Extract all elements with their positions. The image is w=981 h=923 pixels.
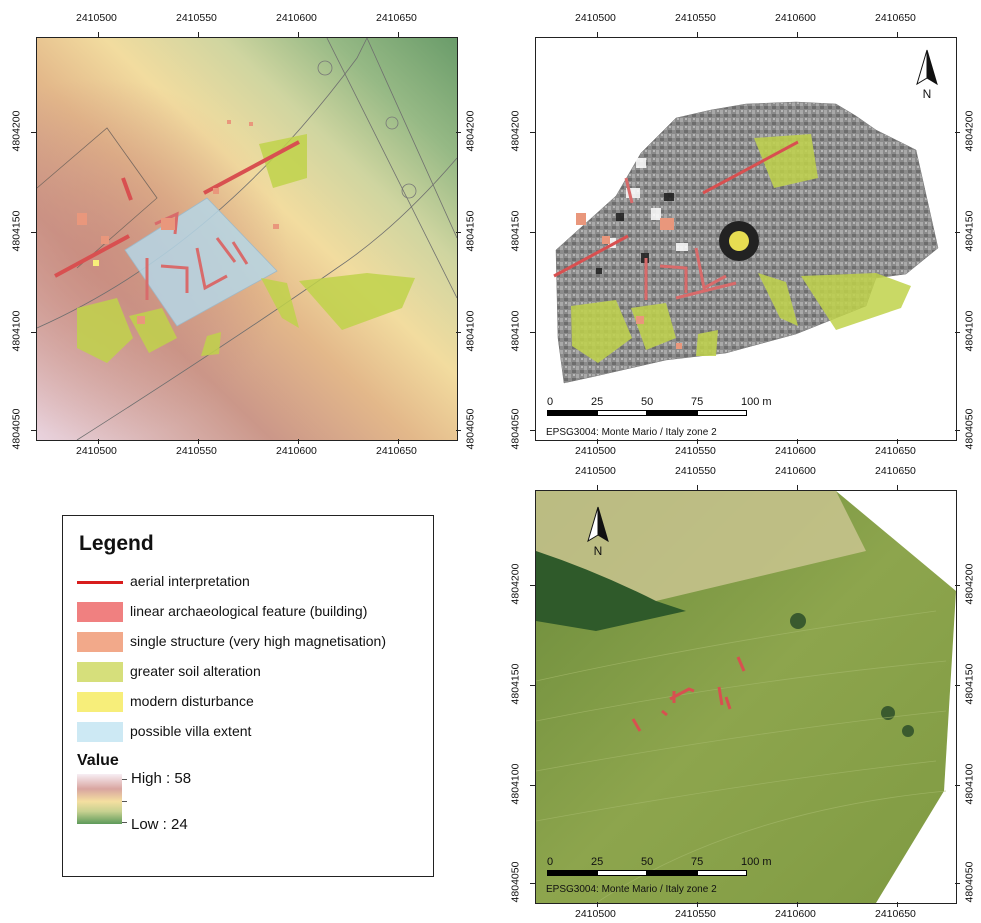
x-tick-label: 2410600 (775, 445, 816, 457)
scalebar-segment (597, 870, 647, 876)
value-title: Value (77, 752, 119, 770)
y-tick-label: 4804050 (509, 409, 521, 450)
legend-label: greater soil alteration (130, 663, 261, 679)
y-tick-label: 4804200 (464, 111, 476, 152)
legend-title: Legend (79, 532, 154, 556)
x-tick-label: 2410600 (775, 465, 816, 477)
y-tick-label: 4804050 (963, 862, 975, 903)
magnetometry-map-frame (535, 37, 957, 441)
ramp-low-label: Low : 24 (131, 816, 188, 833)
y-tick-label: 4804150 (464, 211, 476, 252)
legend-swatch (77, 722, 123, 742)
soil-alteration-area (696, 330, 718, 356)
legend-label: single structure (very high magnetisatio… (130, 633, 386, 649)
y-tick-label: 4804200 (509, 111, 521, 152)
x-tick-label: 2410500 (575, 908, 616, 920)
y-tick-label: 4804100 (963, 311, 975, 352)
x-tick-label: 2410550 (675, 12, 716, 24)
x-tick-label: 2410500 (575, 445, 616, 457)
x-tick-label: 2410650 (376, 445, 417, 457)
scalebar-label: 50 (641, 396, 653, 408)
scalebar-segment (547, 870, 597, 876)
x-tick-label: 2410550 (176, 445, 217, 457)
legend-label: linear archaeological feature (building) (130, 603, 367, 619)
elevation-color-ramp (77, 774, 122, 824)
legend-swatch (77, 632, 123, 652)
y-tick-label: 4804100 (509, 311, 521, 352)
x-tick-label: 2410500 (76, 12, 117, 24)
elevation-map-frame (36, 37, 458, 441)
scalebar-label: 0 (547, 856, 553, 868)
scalebar-label: 0 (547, 396, 553, 408)
x-tick-label: 2410500 (76, 445, 117, 457)
y-tick-label: 4804100 (10, 311, 22, 352)
legend-swatch (77, 662, 123, 682)
y-tick-label: 4804100 (963, 764, 975, 805)
scalebar-label: 50 (641, 856, 653, 868)
y-tick-label: 4804150 (963, 211, 975, 252)
y-tick-label: 4804200 (963, 111, 975, 152)
legend: Legend aerial interpretation linear archa… (62, 515, 434, 877)
legend-swatch (77, 602, 123, 622)
x-tick-label: 2410650 (376, 12, 417, 24)
crs-label-bottom: EPSG3004: Monte Mario / Italy zone 2 (546, 884, 717, 895)
scalebar-label: 75 (691, 396, 703, 408)
north-arrow-icon: N (912, 48, 942, 100)
y-tick-label: 4804050 (10, 409, 22, 450)
scalebar-segment (647, 410, 697, 416)
x-tick-label: 2410500 (575, 12, 616, 24)
x-tick-label: 2410550 (176, 12, 217, 24)
x-tick-label: 2410600 (775, 908, 816, 920)
magnetometry-map (536, 38, 956, 440)
y-tick-label: 4804150 (963, 664, 975, 705)
legend-swatch (77, 581, 123, 584)
scalebar-label: 100 m (741, 856, 772, 868)
legend-label: modern disturbance (130, 693, 254, 709)
legend-label: aerial interpretation (130, 573, 250, 589)
x-tick-label: 2410600 (775, 12, 816, 24)
x-tick-label: 2410500 (575, 465, 616, 477)
north-label: N (923, 87, 932, 100)
modern-disturbance (729, 231, 749, 251)
ramp-high-label: High : 58 (131, 770, 191, 787)
elevation-map (37, 38, 457, 440)
x-tick-label: 2410600 (276, 12, 317, 24)
x-tick-label: 2410650 (875, 908, 916, 920)
y-tick-label: 4804050 (509, 862, 521, 903)
y-tick-label: 4804150 (509, 664, 521, 705)
north-label: N (594, 544, 603, 557)
scalebar-label: 25 (591, 856, 603, 868)
crs-label-top: EPSG3004: Monte Mario / Italy zone 2 (546, 427, 717, 438)
scalebar-label: 100 m (741, 396, 772, 408)
x-tick-label: 2410650 (875, 12, 916, 24)
y-tick-label: 4804050 (963, 409, 975, 450)
y-tick-label: 4804150 (509, 211, 521, 252)
scalebar-segment (647, 870, 697, 876)
x-tick-label: 2410650 (875, 445, 916, 457)
x-tick-label: 2410550 (675, 465, 716, 477)
scalebar-label: 25 (591, 396, 603, 408)
scalebar-segment (547, 410, 597, 416)
y-tick-label: 4804200 (963, 564, 975, 605)
scalebar-segment (697, 870, 747, 876)
legend-label: possible villa extent (130, 723, 251, 739)
legend-swatch (77, 692, 123, 712)
y-tick-label: 4804100 (464, 311, 476, 352)
scalebar-label: 75 (691, 856, 703, 868)
north-arrow-icon: N (583, 505, 613, 557)
modern-disturbance (93, 260, 99, 266)
y-tick-label: 4804050 (464, 409, 476, 450)
y-tick-label: 4804200 (10, 111, 22, 152)
scalebar-segment (597, 410, 647, 416)
x-tick-label: 2410550 (675, 445, 716, 457)
scalebar-segment (697, 410, 747, 416)
y-tick-label: 4804100 (509, 764, 521, 805)
x-tick-label: 2410600 (276, 445, 317, 457)
x-tick-label: 2410550 (675, 908, 716, 920)
y-tick-label: 4804200 (509, 564, 521, 605)
y-tick-label: 4804150 (10, 211, 22, 252)
x-tick-label: 2410650 (875, 465, 916, 477)
